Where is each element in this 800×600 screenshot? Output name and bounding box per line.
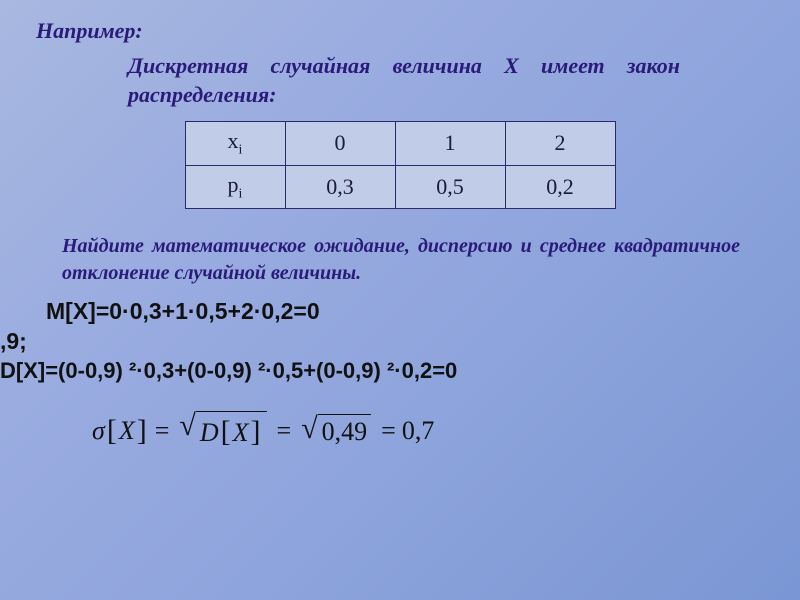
row-header-xi: xi <box>185 122 285 165</box>
distribution-table: xi 0 1 2 pi 0,3 0,5 0,2 <box>185 121 616 209</box>
table-row: xi 0 1 2 <box>185 122 615 165</box>
equals-1: = <box>149 416 176 446</box>
cell-pi-1: 0,5 <box>395 165 505 208</box>
sigma-value: 0,49 <box>318 414 372 449</box>
sigma-result: 0,7 <box>402 416 435 446</box>
sigma-D: D <box>200 418 219 447</box>
sqrt-icon: √ <box>179 411 195 441</box>
sigma-var-x: X <box>119 416 135 446</box>
dx-formula: D[X]=(0-0,9) ²·0,3+(0-0,9) ²·0,5+(0-0,9)… <box>0 357 800 386</box>
cell-xi-2: 2 <box>505 122 615 165</box>
distribution-table-wrap: xi 0 1 2 pi 0,3 0,5 0,2 <box>0 121 800 209</box>
sqrt-icon: √ <box>301 414 317 444</box>
equals-3: = <box>375 416 402 446</box>
equals-2: = <box>271 416 298 446</box>
mx-formula-line2: ,9; <box>0 327 800 357</box>
cell-pi-0: 0,3 <box>285 165 395 208</box>
cell-xi-1: 1 <box>395 122 505 165</box>
bracket-open-icon: [ <box>105 414 119 448</box>
sqrt-dx: √ D[X] <box>179 411 266 451</box>
sqrt-val: √ 0,49 <box>301 414 371 449</box>
bracket-close-icon: ] <box>135 414 149 448</box>
cell-pi-2: 0,2 <box>505 165 615 208</box>
table-row: pi 0,3 0,5 0,2 <box>185 165 615 208</box>
sigma-formula: σ [ X ] = √ D[X] = √ 0,49 = 0,7 <box>0 411 800 451</box>
example-heading: Например: <box>0 18 800 44</box>
problem-statement: Дискретная случайная величина Х имеет за… <box>0 52 800 109</box>
row-header-pi: pi <box>185 165 285 208</box>
cell-xi-0: 0 <box>285 122 395 165</box>
mx-formula-line1: M[X]=0·0,3+1·0,5+2·0,2=0 <box>0 297 800 327</box>
task-text: Найдите математическое ожидание, дисперс… <box>0 233 800 287</box>
sigma-symbol: σ <box>92 416 105 446</box>
